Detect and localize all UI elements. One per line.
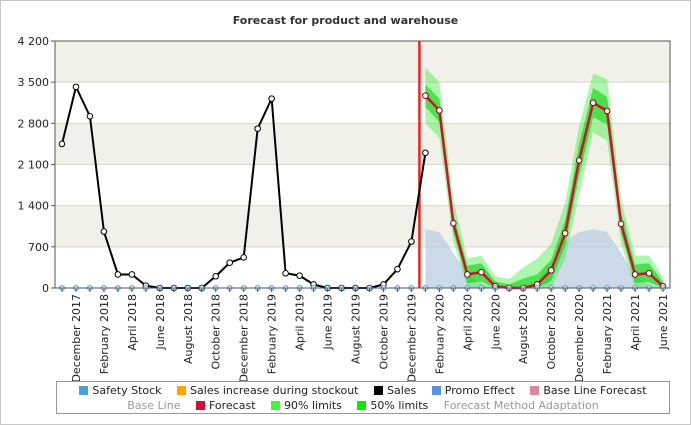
legend-item-base-line-forecast[interactable]: Base Line Forecast	[530, 384, 647, 397]
x-tick-label: April 2021	[629, 294, 642, 351]
sales-point	[408, 238, 415, 245]
sales-point	[212, 272, 220, 280]
legend-item-base-line[interactable]: Base Line	[127, 399, 180, 412]
sales-point	[268, 95, 275, 102]
x-tick-label: December 2018	[238, 294, 251, 383]
sales-point	[114, 271, 122, 278]
sales-point	[422, 149, 429, 157]
x-tick-label: June 2018	[154, 294, 167, 350]
sales-point	[296, 272, 303, 279]
x-tick-label: December 2017	[70, 294, 83, 383]
sales-point	[254, 125, 261, 132]
y-tick-label: 1 400	[18, 200, 50, 213]
x-tick-label: December 2020	[573, 294, 586, 383]
x-tick-label: April 2019	[294, 294, 307, 351]
legend-label: Sales increase during stockout	[190, 384, 359, 397]
base-line-area	[425, 229, 664, 288]
forecast-point	[422, 92, 429, 99]
x-tick-label: August 2018	[182, 294, 195, 364]
x-tick-label: August 2019	[350, 294, 363, 364]
y-tick-label: 700	[28, 241, 49, 254]
forecast-point	[617, 220, 625, 228]
x-tick-label: February 2019	[266, 294, 279, 374]
legend-label: 50% limits	[370, 399, 429, 412]
chart-legend: Safety Stock Sales increase during stock…	[56, 381, 670, 414]
forecast-point	[575, 157, 583, 164]
plot-band	[55, 123, 670, 165]
legend-item-90-limits[interactable]: 90% limits	[271, 399, 342, 412]
forecast-point	[478, 268, 485, 276]
x-tick-label: April 2018	[126, 294, 139, 351]
y-tick-label: 0	[42, 282, 49, 295]
forecast-point	[631, 271, 639, 278]
y-tick-label: 3 500	[18, 76, 50, 89]
plot-band	[55, 164, 670, 206]
x-tick-label: October 2019	[377, 294, 390, 370]
y-tick-label: 2 100	[18, 159, 50, 172]
forecast-point	[589, 99, 597, 107]
sales-point	[240, 254, 247, 261]
legend-label: Safety Stock	[92, 384, 162, 397]
legend-item-forecast[interactable]: Forecast	[195, 399, 256, 412]
legend-item-sales[interactable]: Sales	[373, 384, 417, 397]
x-tick-label: February 2020	[433, 294, 446, 374]
legend-row-1: Safety Stock Sales increase during stock…	[57, 384, 669, 397]
legend-swatch	[431, 386, 441, 395]
legend-label: Forecast	[208, 399, 256, 412]
forecast-point	[464, 271, 471, 278]
y-tick-label: 2 800	[18, 117, 50, 130]
legend-swatch	[373, 386, 383, 395]
legend-row-2: Base Line Forecast 90% limits 50% limits…	[57, 399, 669, 412]
legend-item-safety-stock[interactable]: Safety Stock	[79, 384, 162, 397]
x-tick-label: June 2021	[657, 294, 670, 350]
forecast-point	[450, 220, 457, 227]
legend-swatch	[195, 401, 205, 410]
forecast-point	[603, 107, 611, 115]
x-tick-label: April 2020	[461, 294, 474, 351]
legend-swatch	[357, 401, 367, 410]
forecast-point	[645, 269, 653, 277]
sales-point	[72, 83, 80, 91]
x-tick-label: February 2018	[98, 294, 111, 374]
legend-label: 90% limits	[284, 399, 342, 412]
legend-label: Base Line Forecast	[543, 384, 647, 397]
x-tick-label: June 2019	[322, 294, 335, 350]
sales-point	[86, 112, 94, 120]
legend-label: Forecast Method Adaptation	[443, 399, 599, 412]
legend-swatch	[79, 386, 89, 395]
plot-band	[55, 41, 670, 83]
sales-point	[128, 271, 136, 278]
forecast-point	[547, 267, 555, 274]
x-tick-label: October 2020	[545, 294, 558, 370]
legend-item-forecast-method-adaptation[interactable]: Forecast Method Adaptation	[444, 399, 599, 412]
x-tick-label: June 2020	[489, 294, 502, 350]
legend-swatch	[271, 401, 281, 410]
legend-label: Promo Effect	[444, 384, 515, 397]
y-tick-label: 4 200	[18, 35, 50, 48]
legend-label: Base Line	[127, 399, 181, 412]
sales-point	[394, 265, 401, 273]
sales-point	[226, 259, 234, 267]
chart-title: Forecast for product and warehouse	[232, 14, 459, 27]
forecast-point	[561, 230, 569, 237]
legend-swatch	[530, 386, 540, 395]
sales-point	[58, 140, 66, 148]
x-tick-label: December 2019	[405, 294, 418, 383]
x-tick-label: August 2020	[517, 294, 530, 364]
legend-label: Sales	[386, 384, 417, 397]
legend-item-50-limits[interactable]: 50% limits	[357, 399, 428, 412]
x-tick-label: October 2018	[210, 294, 223, 370]
forecast-point	[436, 107, 443, 114]
legend-item-promo-effect[interactable]: Promo Effect	[431, 384, 515, 397]
forecast-line	[424, 94, 664, 290]
legend-swatch	[177, 386, 187, 395]
x-tick-label: February 2021	[601, 294, 614, 374]
legend-item-sales-increase[interactable]: Sales increase during stockout	[177, 384, 358, 397]
sales-point	[100, 228, 108, 235]
plot-band	[55, 82, 670, 124]
sales-point	[282, 269, 289, 277]
